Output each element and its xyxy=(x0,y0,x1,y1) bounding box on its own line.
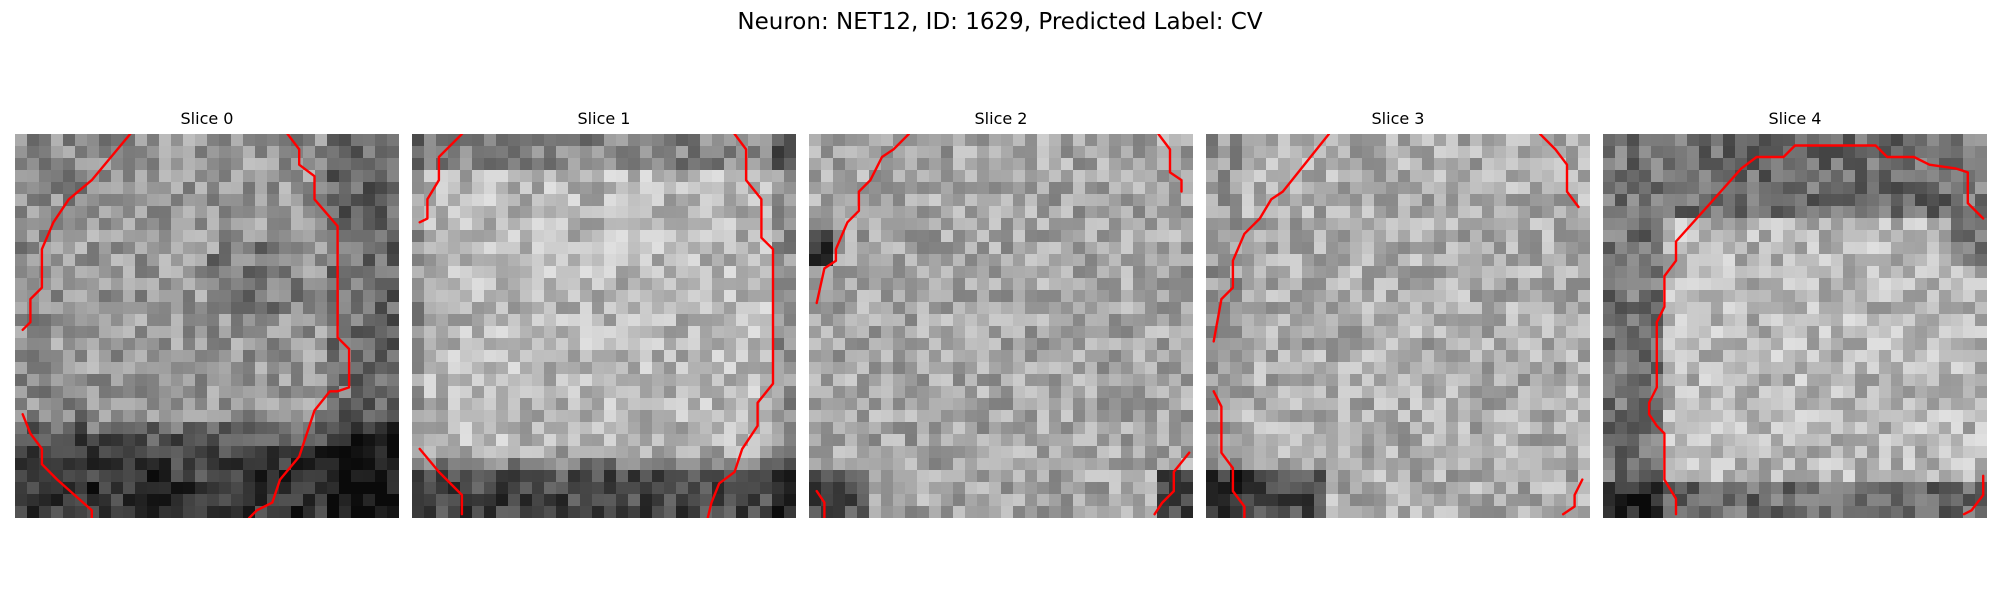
figure-title: Neuron: NET12, ID: 1629, Predicted Label… xyxy=(737,9,1263,35)
slice-panel-2: Slice 2 xyxy=(809,108,1193,518)
contour-line xyxy=(1212,390,1246,518)
slice-panel-4: Slice 4 xyxy=(1603,108,1987,518)
slice-image xyxy=(412,134,796,518)
contour-line xyxy=(1538,134,1580,209)
grayscale-pixels xyxy=(15,134,399,518)
contour-overlay xyxy=(21,134,351,518)
contour-overlay xyxy=(815,134,1191,518)
contour-overlay xyxy=(418,134,775,518)
grayscale-pixels xyxy=(1206,134,1590,518)
slice-svg xyxy=(15,134,399,518)
contour-line xyxy=(21,413,94,518)
contour-line xyxy=(706,134,775,518)
contour-overlay xyxy=(1647,144,1985,516)
contour-line xyxy=(1212,134,1331,343)
contour-line xyxy=(1157,134,1183,193)
slice-svg xyxy=(1206,134,1590,518)
contour-line xyxy=(418,134,464,224)
grayscale-pixels xyxy=(412,134,796,518)
slice-image xyxy=(1206,134,1590,518)
contour-line xyxy=(418,447,464,516)
contour-line xyxy=(21,134,132,332)
slice-title: Slice 3 xyxy=(1371,109,1425,128)
contour-line xyxy=(1561,478,1584,516)
grayscale-pixels xyxy=(809,134,1193,518)
slice-panel-0: Slice 0 xyxy=(15,108,399,518)
slice-panel-3: Slice 3 xyxy=(1206,108,1590,518)
contour-line xyxy=(1647,144,1985,516)
slice-panel-1: Slice 1 xyxy=(412,108,796,518)
slice-title: Slice 2 xyxy=(974,109,1028,128)
grayscale-pixels xyxy=(1603,134,1987,518)
contour-line xyxy=(815,489,826,518)
slice-title: Slice 1 xyxy=(577,109,631,128)
contour-overlay xyxy=(1212,134,1584,518)
contour-line xyxy=(1962,474,1985,516)
slice-image xyxy=(1603,134,1987,518)
contour-line xyxy=(1153,451,1191,516)
slice-title: Slice 4 xyxy=(1768,109,1822,128)
slice-image xyxy=(15,134,399,518)
slice-image xyxy=(809,134,1193,518)
slice-svg xyxy=(809,134,1193,518)
contour-line xyxy=(247,134,351,518)
slice-svg xyxy=(412,134,796,518)
slice-svg xyxy=(1603,134,1987,518)
contour-line xyxy=(815,134,911,305)
slice-title: Slice 0 xyxy=(180,109,234,128)
